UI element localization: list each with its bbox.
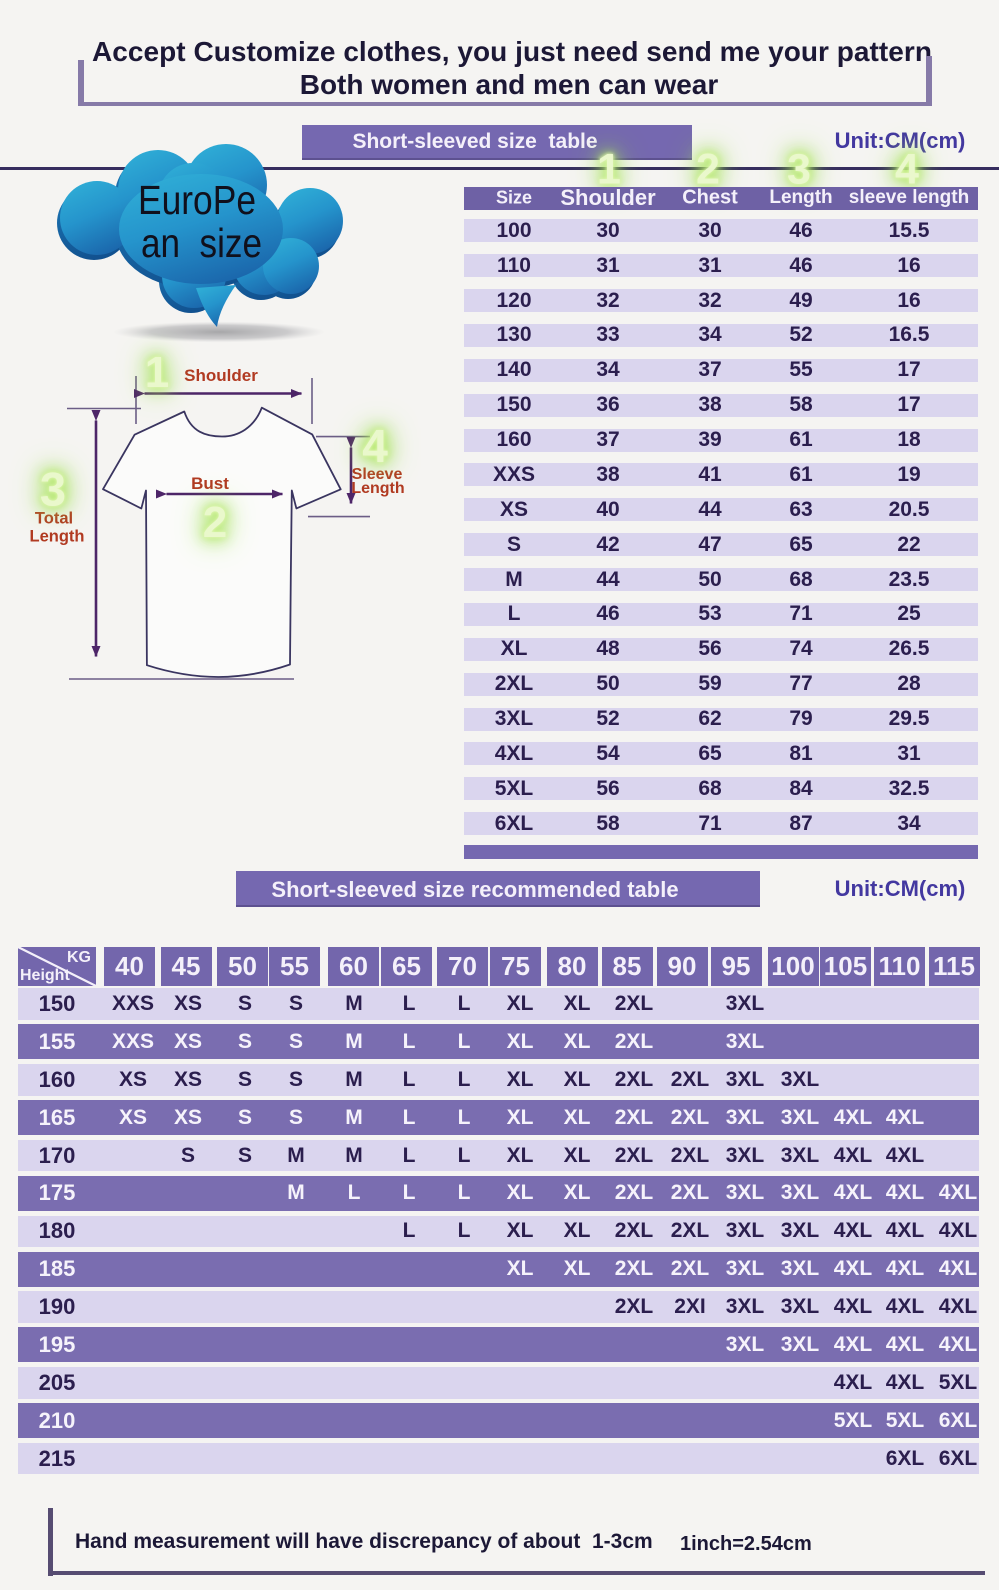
- svg-text:EuroPe: EuroPe: [138, 177, 256, 223]
- svg-text:an size: an size: [141, 220, 262, 266]
